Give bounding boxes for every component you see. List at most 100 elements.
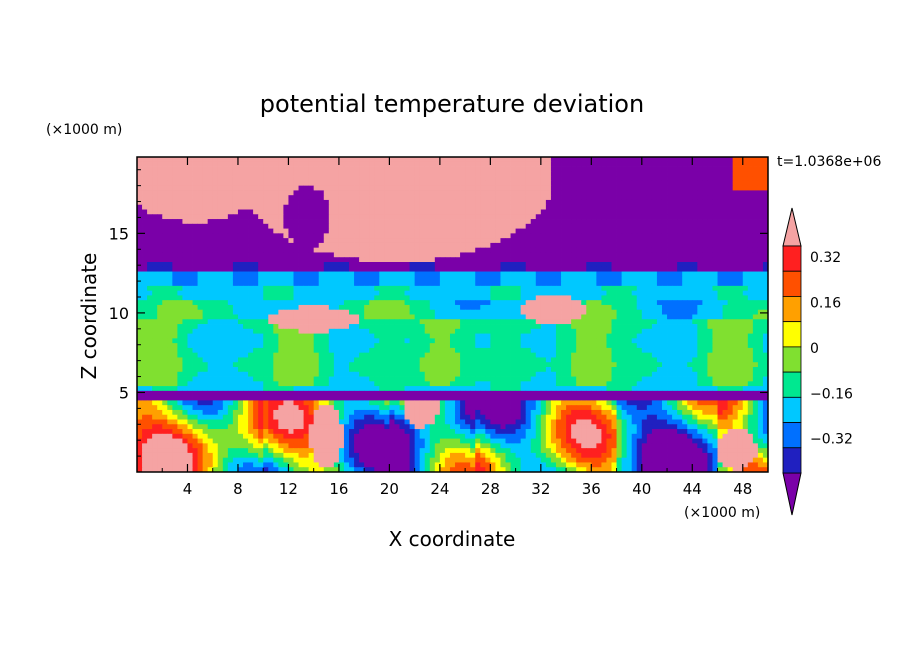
field-cell [288,223,294,229]
field-cell [601,199,607,206]
field-cell [258,333,264,339]
field-cell [540,190,547,196]
field-cell [449,242,456,249]
field-cell [298,333,304,339]
field-cell [439,228,446,234]
field-cell [222,228,229,234]
field-cell [606,285,612,292]
field-cell [692,180,698,187]
field-cell [651,319,658,325]
field-cell [697,257,703,263]
field-cell [500,219,506,225]
field-cell [470,343,476,349]
field-cell [137,219,143,225]
field-cell [333,199,340,206]
field-cell [591,238,597,244]
field-cell [707,190,713,196]
field-cell [227,262,234,268]
field-cell [727,314,734,320]
field-cell [636,290,643,296]
field-cell [555,290,562,296]
field-cell [374,304,380,311]
field-cell [616,233,623,239]
field-cell [707,262,713,268]
field-cell [152,195,158,201]
field-cell [530,161,537,167]
field-cell [601,304,607,311]
field-cell [611,166,617,172]
field-cell [197,204,204,210]
field-cell [323,233,330,239]
field-cell [495,157,501,163]
field-cell [631,343,638,349]
field-cell [455,195,461,201]
field-cell [530,204,537,210]
field-cell [566,190,572,196]
field-cell [404,219,410,225]
field-cell [323,252,330,258]
field-cell [177,324,183,330]
field-cell [434,343,441,349]
field-cell [157,185,163,191]
field-cell [606,271,612,277]
field-cell [449,281,456,287]
field-cell [389,304,395,311]
field-cell [232,338,239,344]
field-cell [439,300,446,306]
field-cell [626,247,633,253]
field-cell [672,328,678,334]
field-cell [505,343,511,349]
field-cell [359,233,365,239]
field-cell [702,295,708,301]
field-cell [717,166,723,172]
field-cell [576,219,582,225]
field-cell [343,300,350,306]
field-cell [157,328,163,334]
field-cell [298,252,304,258]
field-cell [439,266,446,272]
field-cell [692,343,698,349]
field-cell [571,304,577,311]
field-cell [137,238,143,244]
field-cell [207,262,214,268]
field-cell [475,295,481,301]
field-cell [682,219,688,225]
field-cell [672,262,678,268]
field-cell [414,257,421,263]
field-cell [727,233,734,239]
field-cell [510,209,516,215]
field-cell [455,314,461,320]
field-cell [515,262,522,268]
field-cell [349,204,355,210]
field-cell [555,271,562,277]
field-cell [621,219,628,225]
field-cell [419,309,426,315]
field-cell [571,271,577,277]
field-cell [424,247,431,253]
field-cell [555,171,562,177]
field-cell [258,295,264,301]
field-cell [525,157,532,163]
field-cell [349,271,355,277]
field-cell [369,319,375,325]
field-cell [419,238,426,244]
field-cell [369,180,375,187]
field-cell [227,195,234,201]
field-cell [545,252,552,258]
field-cell [288,290,294,296]
field-cell [737,247,744,253]
field-cell [626,166,633,172]
field-cell [419,290,426,296]
field-cell [243,157,249,163]
field-cell [369,257,375,263]
field-cell [636,252,643,258]
field-cell [419,247,426,253]
field-cell [308,319,315,325]
field-cell [308,219,315,225]
field-cell [510,228,516,234]
field-cell [283,223,289,229]
field-cell [515,309,522,315]
field-cell [626,290,633,296]
field-cell [651,290,658,296]
field-cell [394,166,400,172]
